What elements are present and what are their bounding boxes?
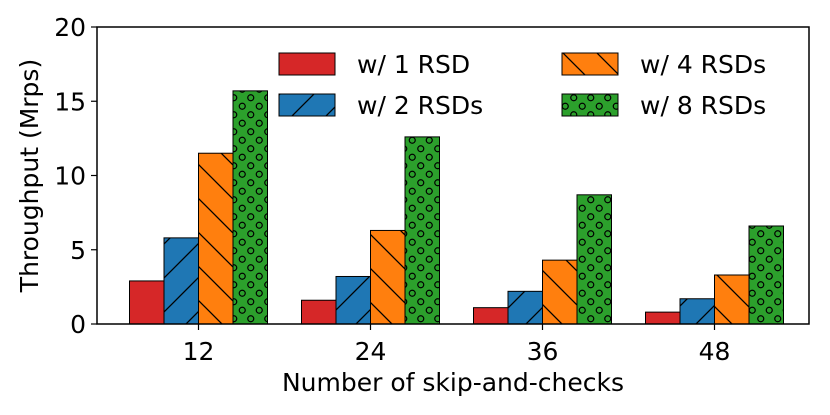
bar-12-series-2: [163, 237, 199, 325]
y-tick-label: 5: [70, 236, 86, 265]
bar-48-series-2: [679, 298, 715, 325]
y-tick-label: 0: [70, 310, 86, 339]
bar-24-series-1: [301, 299, 337, 325]
legend-label: w/ 1 RSD: [357, 50, 470, 79]
legend-swatch: [278, 52, 336, 76]
y-tick-label: 10: [54, 162, 86, 191]
bar-12-series-1: [129, 280, 165, 325]
bar-36-series-1: [473, 307, 509, 325]
legend: w/ 1 RSD w/ 4 RSDs w/ 2 RSDs w/ 8 RSDs: [278, 50, 766, 120]
x-tick-label: 36: [527, 337, 559, 366]
bar-12-series-4: [232, 90, 268, 325]
bar-36-series-4: [576, 194, 612, 325]
y-axis-label: Throughput (Mrps): [15, 59, 44, 293]
legend-label: w/ 4 RSDs: [640, 50, 766, 79]
bar-48-series-4: [748, 225, 784, 325]
legend-label: w/ 2 RSDs: [357, 91, 483, 120]
bar-24-series-2: [335, 275, 371, 325]
legend-label: w/ 8 RSDs: [640, 91, 766, 120]
y-axis-ticks: 0 5 10 15 20: [54, 13, 97, 339]
x-tick-label: 24: [355, 337, 387, 366]
legend-item-4: w/ 8 RSDs: [561, 91, 766, 120]
bar-48-series-3: [714, 274, 750, 325]
y-tick-label: 15: [54, 87, 86, 116]
bar-48-series-1: [645, 311, 681, 325]
legend-item-2: w/ 2 RSDs: [278, 91, 483, 120]
bar-24-series-3: [370, 229, 406, 325]
plot-frame: [96, 26, 810, 325]
bar-36-series-2: [507, 290, 543, 325]
bar-24-series-4: [404, 136, 440, 325]
legend-item-3: w/ 4 RSDs: [561, 50, 766, 79]
legend-item-1: w/ 1 RSD: [278, 50, 470, 79]
x-axis-label: Number of skip-and-checks: [282, 368, 624, 397]
x-axis-ticks: 12 24 36 48: [183, 324, 731, 366]
y-tick-label: 20: [54, 13, 86, 42]
bar-group: [129, 90, 784, 325]
bar-36-series-3: [542, 259, 578, 325]
bar-12-series-3: [198, 152, 234, 325]
x-tick-label: 48: [699, 337, 731, 366]
x-tick-label: 12: [183, 337, 215, 366]
